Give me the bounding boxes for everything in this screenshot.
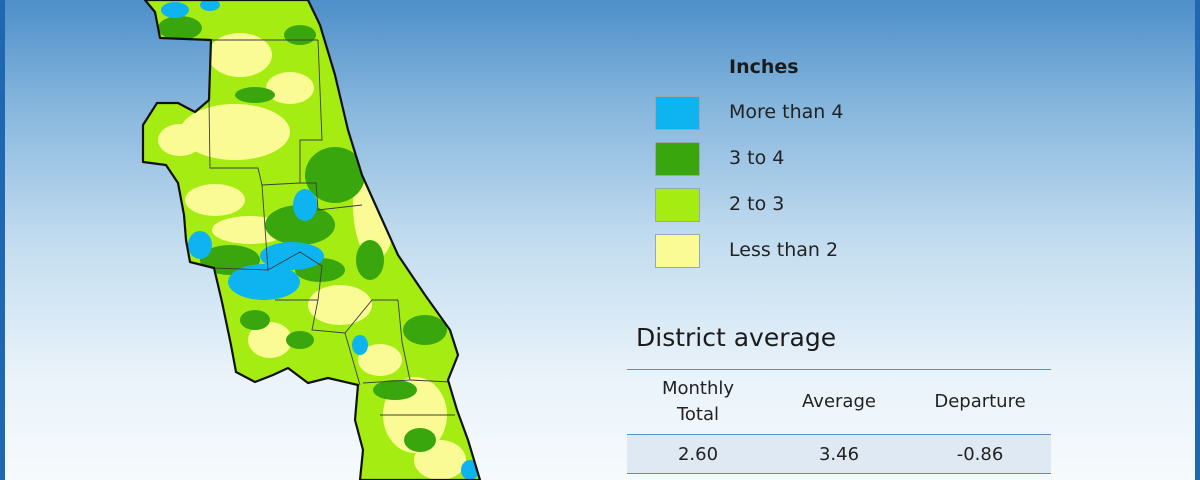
legend-swatch — [655, 142, 700, 176]
district-average-table: Monthly Total Average Departure 2.60 3.4… — [627, 369, 1051, 474]
legend-item-less-than-2: Less than 2 — [655, 234, 955, 270]
table-row: 2.60 3.46 -0.86 — [627, 434, 1051, 474]
legend-label: Less than 2 — [729, 239, 839, 261]
legend-swatch — [655, 234, 700, 268]
legend-swatch — [655, 96, 700, 130]
legend-item-3-to-4: 3 to 4 — [655, 142, 955, 178]
legend-item-more-than-4: More than 4 — [655, 96, 955, 132]
cell-monthly-total: 2.60 — [627, 434, 769, 474]
table-header-row: Monthly Total Average Departure — [627, 369, 1051, 435]
legend-swatch — [655, 188, 700, 222]
column-header-monthly-total: Monthly Total — [627, 369, 769, 435]
legend-label: 3 to 4 — [729, 147, 785, 169]
cell-departure: -0.86 — [909, 434, 1051, 474]
column-header-average: Average — [769, 369, 909, 435]
column-header-departure: Departure — [909, 369, 1051, 435]
district-region — [143, 0, 480, 480]
legend-title: Inches — [729, 56, 799, 78]
legend-item-2-to-3: 2 to 3 — [655, 188, 955, 224]
rainfall-map — [141, 0, 482, 480]
legend-label: 2 to 3 — [729, 193, 785, 215]
district-average-heading: District average — [636, 323, 837, 352]
district-boundary — [141, 0, 482, 480]
cell-average: 3.46 — [769, 434, 909, 474]
legend-label: More than 4 — [729, 101, 844, 123]
